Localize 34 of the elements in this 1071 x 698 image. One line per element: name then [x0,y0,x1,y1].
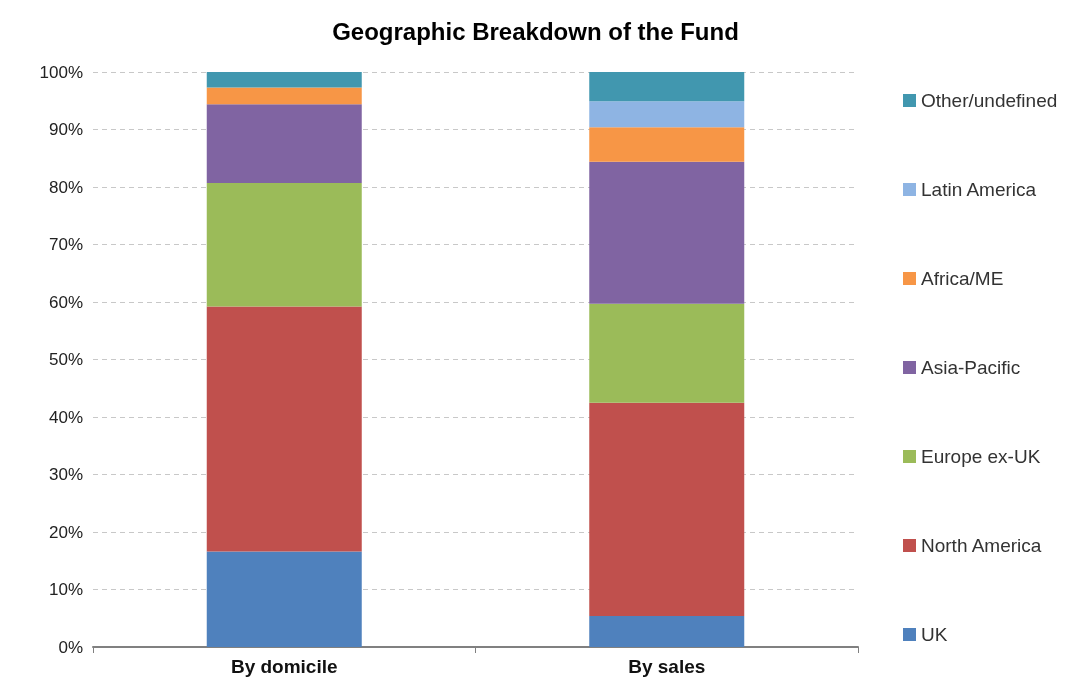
y-tick-label: 30% [48,465,83,484]
bar [589,127,745,162]
legend-label: Latin America [921,179,1037,200]
y-tick-label: 60% [48,292,83,312]
y-tick-label: 50% [48,350,83,369]
legend-label: North America [921,535,1042,556]
bar [206,182,362,307]
chart-title: Geographic Breakdown of the Fund [332,17,739,45]
bar [206,306,362,552]
bar [589,402,745,616]
y-tick-label: 0% [58,637,83,657]
y-tick-label: 90% [48,120,83,139]
x-tick-label: By domicile [230,656,338,677]
bar [206,72,362,88]
y-tick-label: 40% [48,407,83,427]
legend-label: Africa/ME [921,268,1004,289]
bar [589,615,745,647]
y-tick-label: 10% [48,580,83,599]
bar [589,161,745,304]
x-tick-label: By sales [628,656,706,677]
legend-label: Other/undefined [921,90,1058,111]
y-tick-label: 80% [48,177,83,197]
y-tick-label: 100% [39,62,83,82]
y-tick-label: 70% [48,235,83,254]
legend-label: Asia-Pacific [921,357,1021,378]
legend-label: Europe ex-UK [921,446,1041,467]
legend-label: UK [921,624,948,645]
bar [589,101,745,128]
bar [589,72,745,102]
bar [589,303,745,403]
y-tick-label: 20% [48,522,83,542]
bar [206,551,362,647]
bar [206,104,362,183]
bar [206,87,362,105]
